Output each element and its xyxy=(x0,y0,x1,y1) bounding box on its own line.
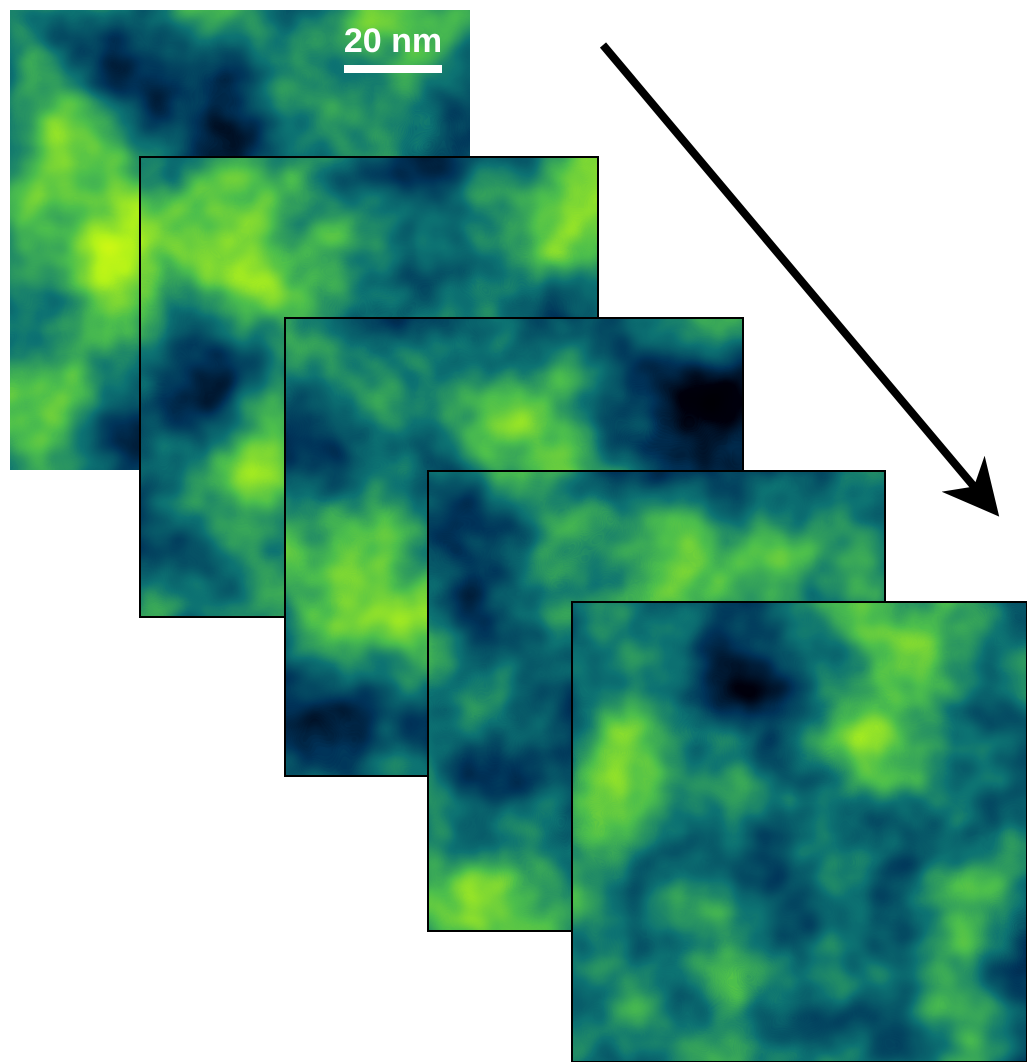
page: {"scale_bar": {"label": "20 nm"}} xyxy=(0,0,1027,1062)
frame-5 xyxy=(572,602,1027,1062)
scale-bar: 20 nm xyxy=(344,22,442,73)
figure: 20 nm xyxy=(0,0,1027,1062)
scale-label: 20 nm xyxy=(344,22,442,60)
micrograph xyxy=(572,602,1027,1062)
scale-line xyxy=(344,65,442,73)
